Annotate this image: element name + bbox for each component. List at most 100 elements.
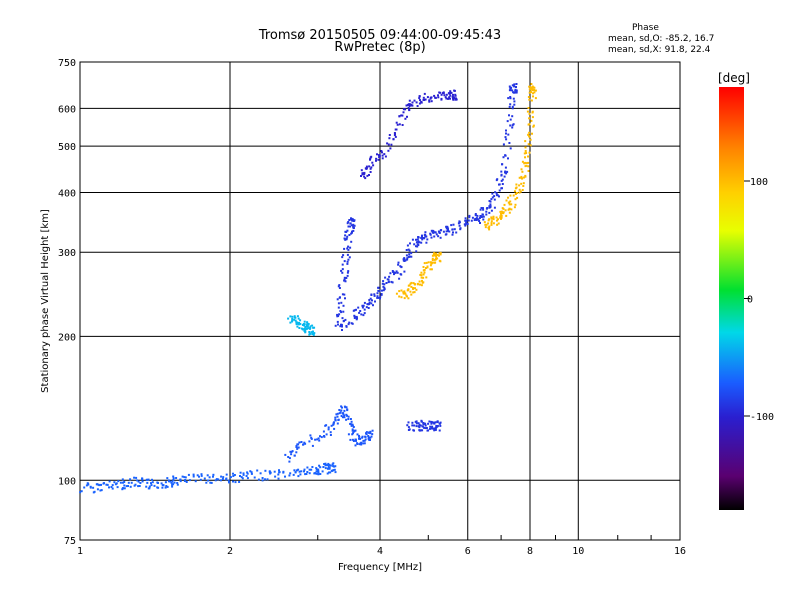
data-point xyxy=(493,195,496,198)
colorbar-unit: [deg] xyxy=(718,71,750,85)
data-point xyxy=(500,179,503,182)
data-point xyxy=(340,323,342,326)
data-point xyxy=(512,123,515,126)
data-point xyxy=(509,97,512,100)
data-point xyxy=(405,254,408,257)
y-tick-label: 100 xyxy=(58,476,76,487)
data-point xyxy=(203,477,206,480)
data-point xyxy=(372,304,374,307)
data-point xyxy=(171,485,174,488)
data-point xyxy=(365,306,368,309)
data-point xyxy=(485,207,488,210)
data-point xyxy=(419,99,421,102)
data-point xyxy=(181,475,184,478)
data-point xyxy=(408,99,411,102)
data-point xyxy=(416,245,419,248)
data-point xyxy=(318,439,321,442)
data-point xyxy=(438,422,441,425)
data-point xyxy=(531,89,534,92)
data-point xyxy=(100,489,103,492)
data-point xyxy=(345,418,348,421)
data-points xyxy=(79,83,537,494)
data-point xyxy=(341,263,344,266)
data-point xyxy=(368,301,371,304)
data-point xyxy=(505,172,508,175)
data-point xyxy=(304,473,307,476)
data-point xyxy=(410,255,413,258)
data-point xyxy=(531,116,534,119)
data-point xyxy=(200,474,203,477)
data-point xyxy=(482,215,485,218)
data-point xyxy=(522,182,525,185)
data-point xyxy=(355,318,358,321)
data-point xyxy=(378,290,381,293)
data-point xyxy=(515,183,518,186)
data-point xyxy=(490,216,493,219)
data-point xyxy=(402,259,405,262)
data-point xyxy=(123,481,126,483)
data-point xyxy=(452,231,454,234)
data-point xyxy=(167,479,170,482)
data-point xyxy=(332,421,335,424)
data-point xyxy=(207,479,210,482)
data-point xyxy=(374,300,376,303)
data-point xyxy=(445,97,448,100)
data-point xyxy=(309,325,312,328)
data-point xyxy=(470,219,473,222)
data-point xyxy=(233,474,236,476)
data-point xyxy=(437,94,439,97)
data-point xyxy=(403,270,406,273)
data-point xyxy=(420,100,423,103)
data-point xyxy=(348,256,351,259)
data-point xyxy=(360,169,363,172)
data-point xyxy=(139,482,142,484)
data-point xyxy=(531,132,533,135)
data-point xyxy=(434,428,437,431)
data-point xyxy=(384,276,387,279)
data-point xyxy=(336,298,339,301)
data-point xyxy=(228,481,230,484)
data-point xyxy=(352,229,355,232)
data-point xyxy=(534,89,537,92)
data-point xyxy=(393,134,396,136)
data-point xyxy=(343,409,346,412)
data-point xyxy=(530,99,533,102)
data-point xyxy=(373,294,376,297)
data-point xyxy=(340,311,343,314)
y-tick-label: 500 xyxy=(58,142,76,153)
data-point xyxy=(417,240,420,243)
data-point xyxy=(423,92,426,95)
data-point xyxy=(327,426,330,429)
data-point xyxy=(303,324,306,327)
data-point xyxy=(353,315,356,318)
data-point xyxy=(365,167,368,170)
data-point xyxy=(342,254,345,257)
data-point xyxy=(431,427,434,430)
data-point xyxy=(341,256,344,259)
data-point xyxy=(121,478,124,481)
data-point xyxy=(435,424,438,427)
data-point xyxy=(433,252,436,255)
data-point xyxy=(319,473,322,475)
data-point xyxy=(431,421,434,424)
data-point xyxy=(347,248,350,251)
data-point xyxy=(495,192,498,195)
data-point xyxy=(366,174,369,177)
data-point xyxy=(500,214,503,217)
data-point xyxy=(408,249,411,252)
data-point xyxy=(422,276,425,279)
data-point xyxy=(164,481,167,484)
data-point xyxy=(164,486,167,489)
data-point xyxy=(329,431,332,434)
data-point xyxy=(523,162,526,165)
data-point xyxy=(413,424,416,427)
data-point xyxy=(359,442,362,445)
data-point xyxy=(346,235,349,238)
data-point xyxy=(406,244,409,247)
data-point xyxy=(530,91,532,94)
data-point xyxy=(160,482,163,485)
data-point xyxy=(458,221,461,224)
data-point xyxy=(148,487,151,490)
data-point xyxy=(492,215,495,218)
data-point xyxy=(310,436,313,439)
